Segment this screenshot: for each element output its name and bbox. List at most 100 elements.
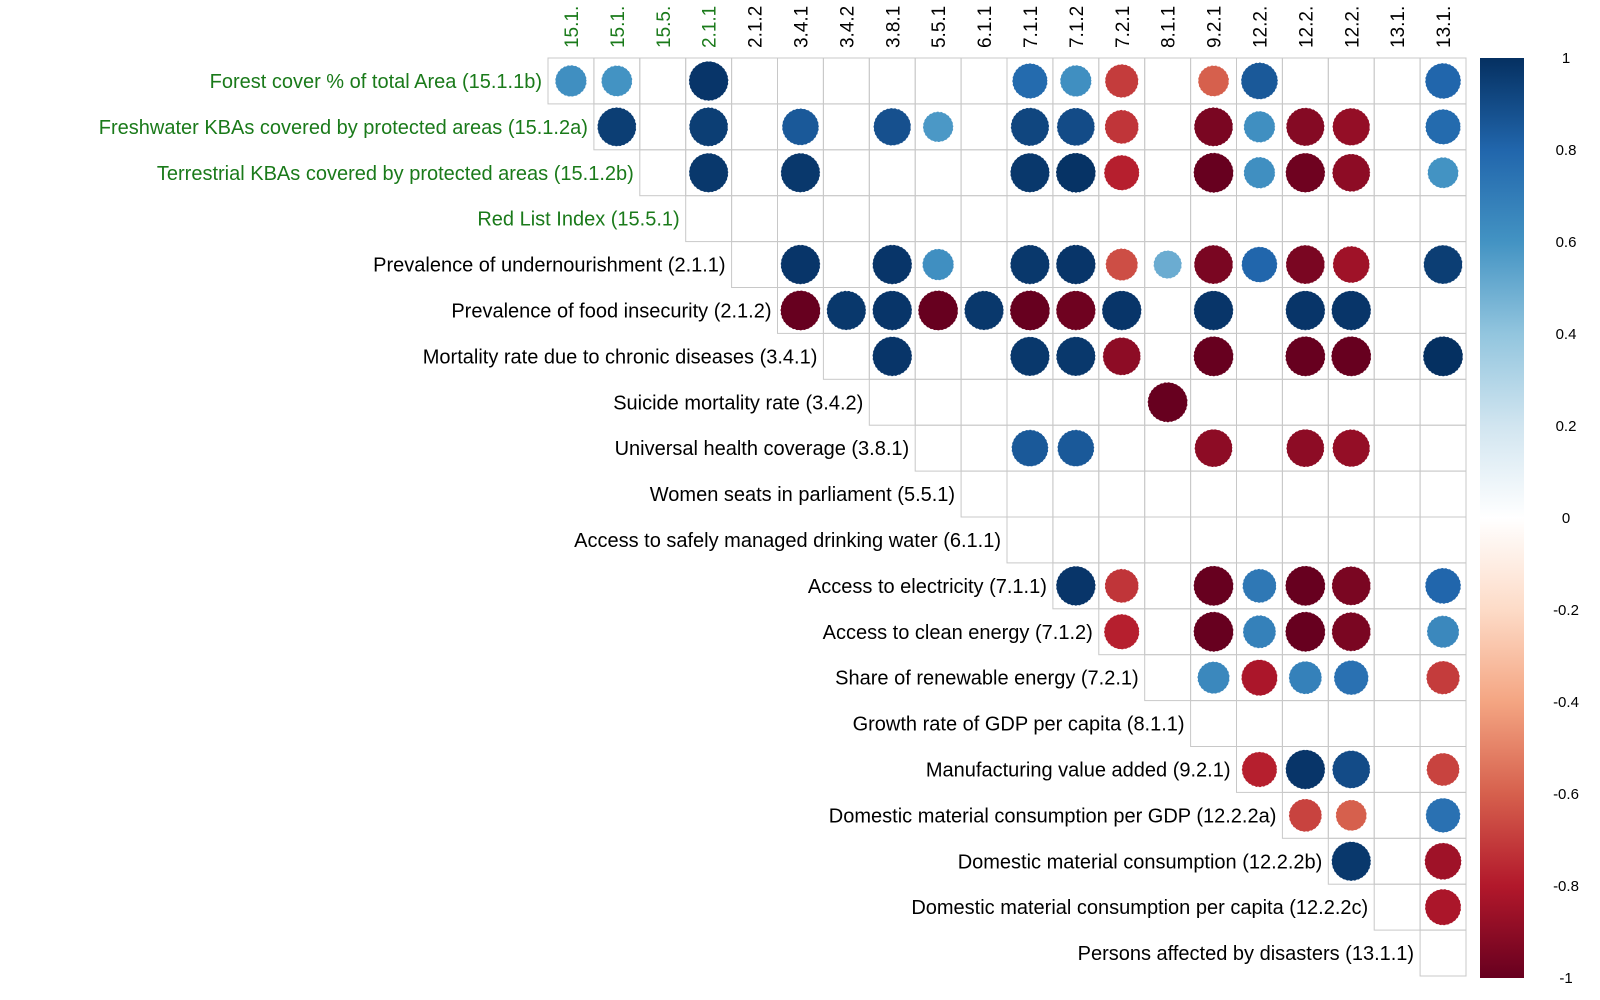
column-label: 3.8.1 (883, 6, 904, 48)
correlation-circle (1056, 107, 1096, 147)
correlation-circle (1103, 613, 1140, 650)
grid-cell (1327, 516, 1375, 564)
grid-cell (1281, 470, 1329, 518)
correlation-circle (872, 244, 913, 285)
correlation-circle (1332, 429, 1371, 468)
grid-cell (731, 241, 778, 289)
grid-cell (1098, 470, 1146, 518)
correlation-circle (1010, 107, 1050, 147)
grid-cell (868, 149, 916, 197)
grid-cell (1190, 378, 1237, 426)
correlation-circle (1335, 799, 1368, 832)
grid-cell (1373, 883, 1421, 931)
correlation-circle (1055, 565, 1096, 606)
correlation-circle (1424, 62, 1462, 100)
row-label: Domestic material consumption per capita… (911, 897, 1368, 919)
correlation-circle (1243, 110, 1276, 143)
colorbar-tick-label: -0.4 (1553, 694, 1579, 711)
grid-cell (960, 57, 1008, 105)
correlation-circle (1242, 614, 1277, 649)
correlation-circle (1425, 660, 1461, 695)
column-label: 6.1.1 (975, 6, 996, 48)
grid-cell (1006, 516, 1054, 564)
grid-cell (639, 103, 687, 151)
grid-cell (777, 57, 824, 105)
correlation-circle (872, 290, 913, 331)
colorbar-tick-label: -0.8 (1553, 878, 1579, 895)
grid-cell (777, 195, 824, 243)
grid-cell (1052, 195, 1100, 243)
correlation-circle (1285, 611, 1326, 653)
correlation-circle (1285, 107, 1325, 147)
correlation-circle (1193, 290, 1234, 331)
correlation-circle (1288, 660, 1323, 695)
row-labels: Forest cover % of total Area (15.1.1b) Fr… (99, 71, 1414, 965)
correlation-circle (1285, 290, 1326, 331)
grid-cell (1419, 424, 1467, 472)
correlation-circle (1331, 841, 1372, 882)
correlation-circle (1009, 336, 1050, 377)
colorbar-tick-label: 0 (1562, 510, 1570, 527)
column-label: 7.2.1 (1113, 6, 1134, 48)
grid-cell (1098, 516, 1146, 564)
correlation-circle (1193, 611, 1234, 653)
grid-cell (1373, 746, 1421, 793)
grid-cell (1052, 378, 1100, 426)
correlation-circle (1011, 429, 1049, 467)
grid-cell (960, 470, 1008, 518)
grid-cell (1373, 332, 1421, 380)
row-label: Domestic material consumption per GDP (1… (829, 805, 1277, 827)
row-label: Women seats in parliament (5.5.1) (650, 484, 955, 506)
grid-cell (1281, 195, 1329, 243)
grid-cell (1373, 378, 1421, 426)
column-label: 13.1. (1434, 6, 1455, 48)
grid-cell (868, 57, 916, 105)
row-label: Freshwater KBAs covered by protected are… (99, 117, 588, 139)
correlation-circle (1193, 335, 1234, 377)
row-label: Domestic material consumption (12.2.2b) (958, 851, 1323, 873)
grid-cell (960, 332, 1008, 380)
grid-cell (1419, 287, 1467, 334)
column-label: 12.2. (1250, 6, 1271, 48)
grid-cell (1419, 516, 1467, 564)
grid-cell (1373, 562, 1421, 610)
correlation-circle (1331, 290, 1372, 331)
correlation-circle (1242, 568, 1277, 604)
grid-cell (685, 195, 733, 243)
grid-cell (1144, 287, 1192, 334)
column-label: 9.2.1 (1205, 6, 1226, 48)
correlation-circle (1197, 661, 1231, 695)
grid-cell (822, 149, 870, 197)
correlation-circle (1147, 381, 1189, 423)
row-label: Universal health coverage (3.8.1) (615, 438, 910, 460)
correlation-circle (1427, 156, 1459, 189)
row-label: Access to safely managed drinking water … (574, 530, 1001, 552)
correlation-grid (547, 57, 1467, 977)
colorbar-tick-label: -1 (1559, 970, 1572, 987)
column-label: 3.4.1 (791, 6, 812, 48)
column-label: 13.1. (1388, 6, 1409, 48)
column-label: 12.2. (1296, 6, 1317, 48)
correlation-circle (1104, 568, 1140, 604)
correlation-circle (872, 336, 913, 377)
grid-cell (1281, 516, 1329, 564)
grid-cell (1419, 929, 1467, 977)
grid-cell (914, 424, 962, 472)
colorbar-tick-label: 0.4 (1556, 326, 1577, 343)
grid-cell (960, 378, 1008, 426)
column-label: 7.1.2 (1067, 6, 1088, 48)
column-label: 5.5.1 (929, 6, 950, 48)
grid-cell (1236, 700, 1283, 747)
correlation-circle (600, 65, 633, 97)
colorbar: 1 0.8 0.6 0.4 0.2 0 -0.2 -0.4 -0.6 -0.8 -1 (1480, 50, 1579, 987)
grid-cell (914, 378, 962, 426)
correlation-circle (1330, 335, 1372, 377)
correlation-circle (1331, 566, 1372, 606)
correlation-circle (1103, 154, 1140, 191)
correlation-circle (1285, 152, 1326, 193)
correlation-circle (1193, 152, 1234, 194)
grid-cell (1098, 195, 1146, 243)
correlation-circle (1285, 565, 1326, 607)
grid-cell (868, 195, 916, 243)
correlation-circle (1055, 244, 1096, 285)
